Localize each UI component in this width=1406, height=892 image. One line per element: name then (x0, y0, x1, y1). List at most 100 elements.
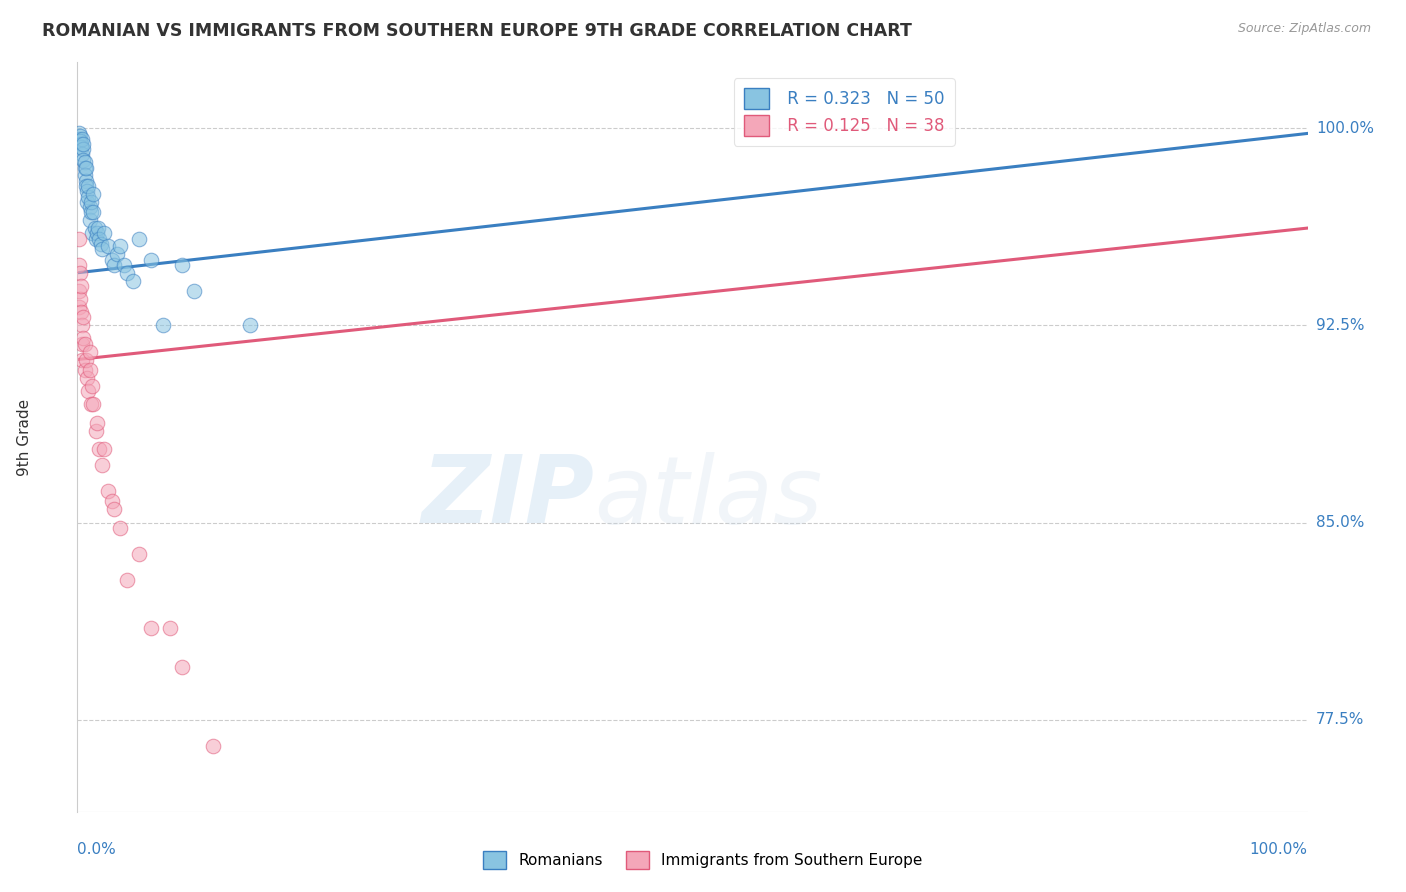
Point (93, 442, 115, 456)
Point (82, 227, 104, 241)
Point (79, 344, 101, 359)
Text: 85.0%: 85.0% (1316, 515, 1364, 530)
Point (110, 521, 132, 535)
Point (80, 194, 103, 209)
Point (70, 336, 93, 351)
Point (76, 194, 98, 209)
Point (82, 205, 104, 219)
Point (77, 384, 100, 398)
Point (101, 494, 124, 508)
Point (82, 186, 104, 201)
Point (103, 258, 125, 272)
Point (112, 258, 135, 272)
Text: 100.0%: 100.0% (1316, 120, 1374, 136)
Point (101, 252, 124, 267)
Point (103, 502, 125, 516)
Point (82, 379, 104, 393)
Point (201, 739, 224, 753)
Point (84, 424, 107, 438)
Point (86, 227, 108, 241)
Point (80, 397, 103, 411)
Point (83, 221, 105, 235)
Legend:  R = 0.323   N = 50,  R = 0.125   N = 38: R = 0.323 N = 50, R = 0.125 N = 38 (734, 78, 955, 145)
Point (73, 169, 96, 183)
Point (75, 161, 97, 175)
Point (128, 231, 150, 245)
Point (73, 155, 96, 169)
Point (170, 258, 193, 272)
Point (79, 200, 101, 214)
Text: Source: ZipAtlas.com: Source: ZipAtlas.com (1237, 22, 1371, 36)
Text: 100.0%: 100.0% (1250, 842, 1308, 857)
Point (72, 153, 94, 167)
Point (70, 147, 93, 161)
Point (89, 442, 111, 456)
Point (87, 221, 110, 235)
Point (70, 136, 93, 151)
Point (141, 621, 163, 635)
Point (141, 252, 163, 267)
Point (75, 174, 97, 188)
Point (70, 131, 93, 145)
Legend: Romanians, Immigrants from Southern Europe: Romanians, Immigrants from Southern Euro… (478, 845, 928, 875)
Point (73, 363, 96, 377)
Point (89, 231, 111, 245)
Point (70, 279, 93, 293)
Point (82, 397, 104, 411)
Point (110, 239, 132, 253)
Point (90, 242, 114, 256)
Point (159, 621, 181, 635)
Point (79, 213, 101, 227)
Point (121, 274, 143, 288)
Point (90, 236, 112, 251)
Point (170, 660, 193, 674)
Point (69, 134, 91, 148)
Text: 0.0%: 0.0% (77, 842, 117, 857)
Point (69, 266, 91, 280)
Point (77, 179, 100, 194)
Point (67, 258, 90, 272)
Point (77, 189, 100, 203)
Point (128, 547, 150, 561)
Point (115, 574, 138, 588)
Text: 92.5%: 92.5% (1316, 318, 1364, 333)
Point (72, 136, 94, 151)
Point (97, 239, 120, 253)
Point (72, 142, 94, 156)
Point (76, 371, 98, 385)
Text: 9th Grade: 9th Grade (17, 399, 32, 475)
Point (69, 292, 91, 306)
Text: ZIP: ZIP (422, 451, 595, 543)
Point (79, 363, 101, 377)
Point (75, 179, 97, 194)
Point (80, 205, 103, 219)
Point (67, 300, 90, 314)
Point (115, 266, 138, 280)
Point (152, 318, 174, 333)
Point (67, 284, 90, 298)
Point (239, 318, 262, 333)
Point (70, 305, 93, 319)
Text: ROMANIAN VS IMMIGRANTS FROM SOUTHERN EUROPE 9TH GRADE CORRELATION CHART: ROMANIAN VS IMMIGRANTS FROM SOUTHERN EUR… (42, 22, 912, 40)
Point (76, 184, 98, 198)
Point (69, 129, 91, 144)
Point (73, 161, 96, 175)
Point (97, 483, 120, 498)
Point (86, 416, 108, 430)
Point (72, 331, 94, 345)
Point (90, 458, 114, 472)
Point (70, 318, 93, 333)
Point (93, 227, 115, 241)
Point (105, 247, 128, 261)
Point (183, 284, 205, 298)
Point (67, 231, 90, 245)
Point (73, 336, 96, 351)
Text: atlas: atlas (595, 451, 823, 542)
Point (84, 231, 107, 245)
Point (72, 310, 94, 325)
Point (75, 352, 97, 367)
Point (67, 131, 90, 145)
Point (70, 139, 93, 153)
Point (67, 127, 90, 141)
Text: 77.5%: 77.5% (1316, 712, 1364, 727)
